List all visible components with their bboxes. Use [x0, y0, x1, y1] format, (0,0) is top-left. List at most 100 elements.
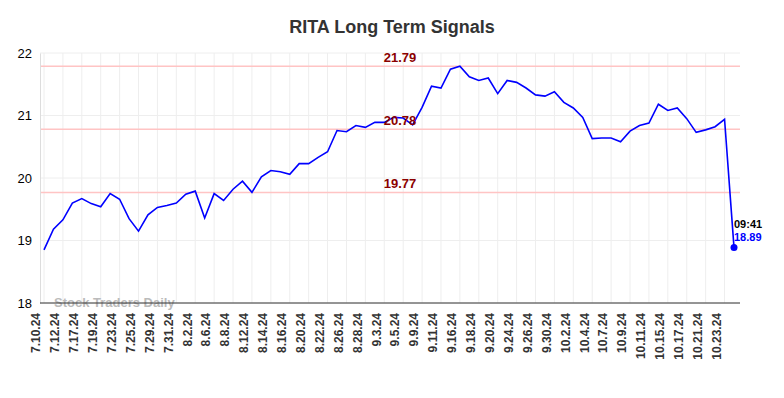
x-tick-label: 7.31.24: [162, 313, 176, 353]
x-tick: 9.30.24: [540, 303, 555, 353]
reference-line: [40, 65, 740, 67]
reference-label: 21.79: [384, 50, 417, 65]
x-tick: 8.22.24: [313, 303, 328, 353]
y-tick-label: 18: [18, 296, 32, 311]
x-tick-label: 9.20.24: [483, 313, 497, 353]
y-tick: 19: [18, 233, 40, 248]
x-tick: 7.29.24: [143, 303, 158, 353]
y-tick-label: 19: [18, 233, 32, 248]
x-tick-label: 8.14.24: [256, 313, 270, 353]
x-tick: 8.12.24: [237, 303, 252, 353]
x-tick: 10.2.24: [559, 303, 574, 353]
x-tick-label: 9.11.24: [426, 313, 440, 353]
x-tick-label: 7.19.24: [86, 313, 100, 353]
x-tick-label: 10.7.24: [596, 313, 610, 353]
last-point: [731, 244, 738, 251]
x-axis: 7.10.24 7.12.24 7.17.24 7.19.24 7.23.24 7.25.…: [29, 303, 740, 360]
reference-lines: [40, 66, 740, 192]
x-tick-label: 9.26.24: [521, 313, 535, 353]
x-tick-label: 9.9.24: [407, 313, 421, 347]
y-tick: 20: [18, 171, 40, 186]
x-tick-label: 7.29.24: [143, 313, 157, 353]
x-tick-label: 8.22.24: [313, 313, 327, 353]
x-tick-label: 8.16.24: [275, 313, 289, 353]
x-tick: 10.7.24: [596, 303, 611, 353]
y-tick: 18: [18, 296, 40, 311]
x-tick-label: 9.3.24: [370, 313, 384, 347]
x-tick: 9.9.24: [407, 303, 422, 346]
x-tick-label: 10.21.24: [691, 313, 705, 360]
x-tick-label: 9.24.24: [502, 313, 516, 353]
x-tick: 8.6.24: [199, 303, 214, 346]
x-tick: 10.11.24: [634, 303, 649, 359]
x-tick-label: 9.16.24: [445, 313, 459, 353]
x-tick: 8.2.24: [181, 303, 196, 346]
x-tick-label: 9.5.24: [388, 313, 402, 347]
x-tick-label: 7.12.24: [48, 313, 62, 353]
grid: [40, 53, 740, 303]
x-tick: 9.3.24: [370, 303, 385, 346]
x-tick: 8.14.24: [256, 303, 271, 353]
x-tick: 7.10.24: [29, 303, 44, 353]
x-tick-label: 10.11.24: [634, 313, 648, 359]
x-axis-line: [40, 303, 740, 304]
x-tick: 7.19.24: [86, 303, 101, 353]
x-tick-label: 8.20.24: [294, 313, 308, 353]
last-value-label: 18.89: [734, 231, 762, 243]
x-tick-label: 8.26.24: [332, 313, 346, 353]
last-time-label: 09:41: [734, 218, 762, 230]
x-tick: 9.5.24: [388, 303, 403, 346]
reference-label: 20.78: [384, 113, 417, 128]
x-tick: 7.17.24: [67, 303, 82, 353]
y-axis-line: [40, 54, 41, 304]
x-tick: 10.9.24: [615, 303, 630, 353]
x-tick-label: 8.12.24: [237, 313, 251, 353]
x-tick: 7.31.24: [162, 303, 177, 353]
grid-line-y: [40, 240, 740, 241]
reference-line: [40, 192, 740, 194]
x-tick: 8.8.24: [218, 303, 233, 346]
x-tick: 10.15.24: [653, 303, 668, 360]
x-tick: 9.20.24: [483, 303, 498, 353]
x-tick-label: 10.15.24: [653, 313, 667, 360]
x-tick-label: 8.6.24: [199, 313, 213, 347]
x-tick: 9.16.24: [445, 303, 460, 353]
x-tick: 7.23.24: [105, 303, 120, 353]
price-line: [44, 66, 734, 250]
plot-area: [44, 66, 738, 251]
x-tick: 10.17.24: [672, 303, 687, 360]
x-tick-label: 10.4.24: [578, 313, 592, 353]
x-tick-label: 7.10.24: [29, 313, 43, 353]
x-tick-label: 8.28.24: [351, 313, 365, 353]
x-tick: 8.26.24: [332, 303, 347, 353]
x-tick: 9.24.24: [502, 303, 517, 353]
y-tick-label: 22: [18, 46, 32, 61]
y-tick-label: 20: [18, 171, 32, 186]
x-tick-label: 9.18.24: [464, 313, 478, 353]
x-tick: 10.21.24: [691, 303, 706, 360]
x-tick-label: 10.23.24: [710, 313, 724, 360]
x-tick-label: 8.2.24: [181, 313, 195, 347]
x-tick: 7.25.24: [124, 303, 139, 353]
x-tick: 9.18.24: [464, 303, 479, 353]
reference-label: 19.77: [384, 176, 417, 191]
title: RITA Long Term Signals: [289, 17, 495, 37]
x-tick: 10.23.24: [710, 303, 725, 360]
x-tick: 9.26.24: [521, 303, 536, 353]
chart: RITA Long Term SignalsStock Traders Dail…: [0, 0, 784, 398]
x-tick-label: 10.17.24: [672, 313, 686, 360]
grid-line-y: [40, 303, 740, 304]
x-tick: 8.16.24: [275, 303, 290, 353]
x-tick: 8.20.24: [294, 303, 309, 353]
y-tick-label: 21: [18, 108, 32, 123]
x-tick-label: 9.30.24: [540, 313, 554, 353]
x-tick-label: 10.2.24: [559, 313, 573, 353]
x-tick: 10.4.24: [578, 303, 593, 353]
y-tick: 22: [18, 46, 40, 61]
x-tick: 7.12.24: [48, 303, 63, 353]
x-tick-label: 7.23.24: [105, 313, 119, 353]
x-tick-label: 7.17.24: [67, 313, 81, 353]
x-tick-label: 7.25.24: [124, 313, 138, 353]
y-tick: 21: [18, 108, 40, 123]
x-tick-label: 8.8.24: [218, 313, 232, 347]
